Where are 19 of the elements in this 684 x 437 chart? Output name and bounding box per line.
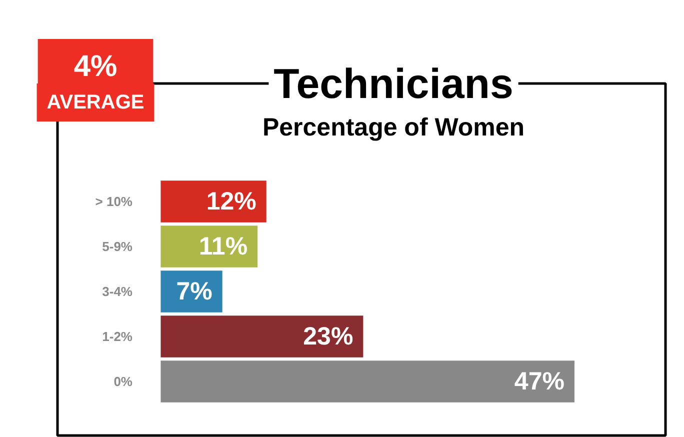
text: AVERAGE xyxy=(46,92,144,114)
bar xyxy=(160,180,266,222)
data-label: 47% xyxy=(514,368,564,396)
y-tick-label: > 10% xyxy=(95,194,133,209)
data-label: 23% xyxy=(303,322,354,350)
data-label: 12% xyxy=(206,188,256,216)
y-tick-label: 3-4% xyxy=(102,284,133,299)
y-tick-label: 0% xyxy=(114,374,133,389)
data-label: 7% xyxy=(176,278,212,306)
bar xyxy=(160,226,258,268)
y-tick-label: 1-2% xyxy=(102,329,133,344)
bar xyxy=(160,360,574,402)
data-label: 11% xyxy=(198,232,248,260)
y-tick-label: 5-9% xyxy=(102,239,133,254)
bar xyxy=(160,316,364,358)
chart-title: Technicians xyxy=(274,60,514,107)
bar xyxy=(160,270,222,312)
chart-subtitle: Percentage of Women xyxy=(262,114,525,142)
text: 4% xyxy=(74,50,118,83)
